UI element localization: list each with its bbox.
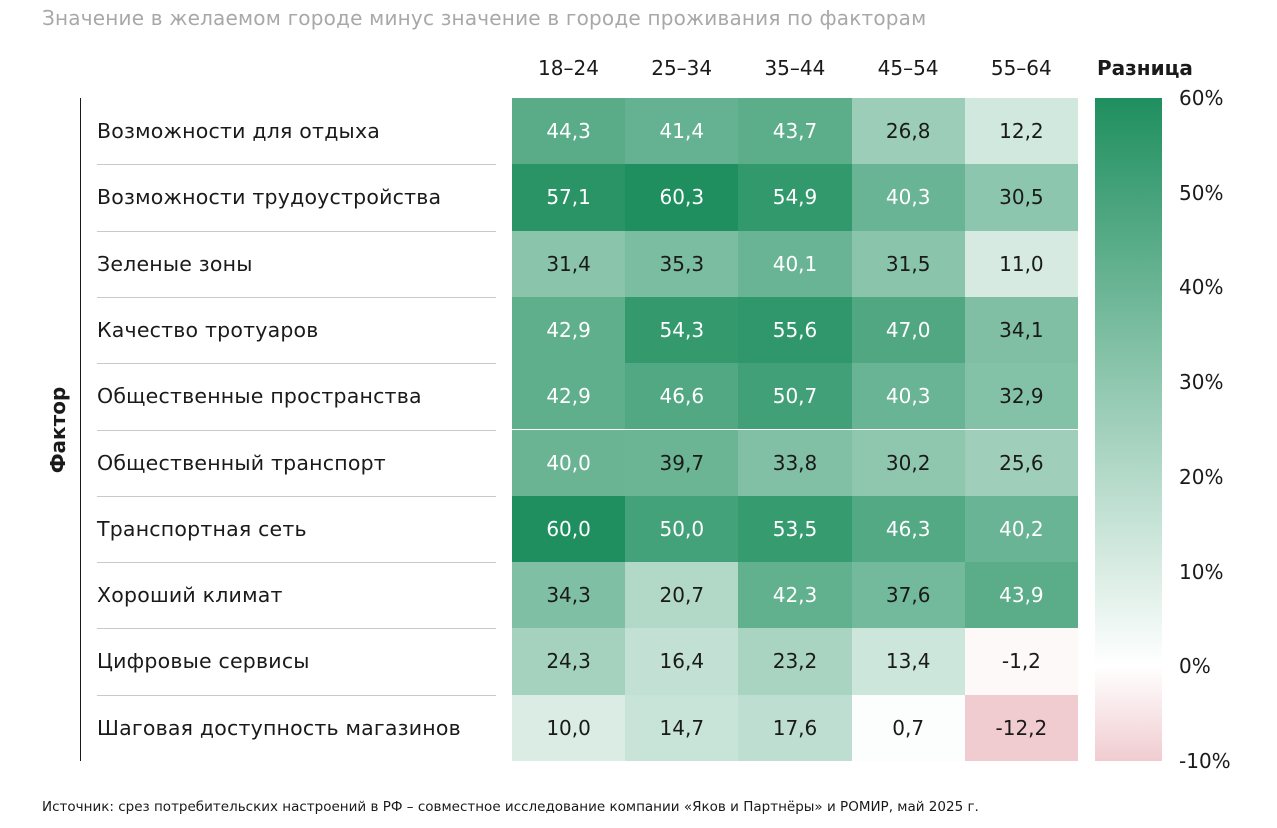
column-header-45–54: 45–54 (877, 56, 939, 80)
row-separator (97, 297, 496, 298)
heatmap-cell: 25,6 (964, 429, 1078, 496)
heatmap-cell: 42,9 (512, 296, 626, 364)
heatmap-cell: 14,7 (625, 694, 739, 761)
heatmap-cell: 42,3 (738, 562, 852, 629)
row-label: Общественные пространства (97, 384, 422, 409)
heatmap-cell: 43,7 (738, 98, 852, 165)
row-label: Возможности трудоустройства (97, 185, 442, 210)
colorbar-tick-label: 30% (1179, 370, 1224, 395)
heatmap-cell: 40,3 (851, 363, 965, 430)
heatmap-cell: 47,0 (851, 296, 965, 364)
colorbar-tick-label: 50% (1179, 180, 1224, 205)
heatmap-cell: 50,0 (625, 495, 739, 563)
row-label: Шаговая доступность магазинов (97, 715, 461, 740)
colorbar-tick-label: 10% (1179, 559, 1224, 584)
heatmap-cell: 46,6 (625, 363, 739, 430)
column-header-18–24: 18–24 (538, 56, 599, 80)
colorbar (1095, 98, 1162, 761)
heatmap-cell: 55,6 (738, 296, 852, 364)
y-axis-label: Фактор (46, 386, 70, 474)
heatmap-cell: 39,7 (625, 429, 739, 496)
heatmap-cell: 53,5 (738, 495, 852, 563)
heatmap-cell: 40,0 (512, 429, 626, 496)
column-header-35–44: 35–44 (764, 56, 826, 80)
row-separator (97, 363, 496, 364)
heatmap-cell: 41,4 (625, 98, 739, 165)
row-label: Зеленые зоны (97, 251, 253, 276)
source-footnote: Источник: срез потребительских настроени… (42, 799, 979, 815)
row-separator (97, 430, 496, 431)
heatmap-cell: 43,9 (964, 562, 1078, 629)
heatmap-cell: 16,4 (625, 628, 739, 695)
colorbar-tick-label: 40% (1179, 275, 1224, 300)
heatmap-cell: 34,3 (512, 562, 626, 629)
y-axis-line (80, 98, 81, 761)
heatmap-cell: 54,3 (625, 296, 739, 364)
heatmap-cell: -12,2 (964, 694, 1078, 761)
row-separator (97, 628, 496, 629)
heatmap-cell: 40,2 (964, 495, 1078, 563)
colorbar-title: Разница (1097, 56, 1193, 80)
heatmap-cell: 23,2 (738, 628, 852, 695)
column-header-25–34: 25–34 (651, 56, 713, 80)
heatmap-cell: 32,9 (964, 363, 1078, 430)
heatmap-cell: 60,0 (512, 495, 626, 563)
heatmap-cell: 40,1 (738, 230, 852, 297)
heatmap-cell: 44,3 (512, 98, 626, 165)
heatmap-cell: 35,3 (625, 230, 739, 297)
heatmap-cell: 17,6 (738, 694, 852, 761)
heatmap-cell: 26,8 (851, 98, 965, 165)
row-label: Хороший климат (97, 583, 283, 608)
chart-title: Значение в желаемом городе минус значени… (42, 6, 927, 30)
heatmap-cell: 20,7 (625, 562, 739, 629)
heatmap-cell: 24,3 (512, 628, 626, 695)
heatmap-cell: 10,0 (512, 694, 626, 761)
column-header-55–64: 55–64 (990, 56, 1052, 80)
heatmap-cell: 11,0 (964, 230, 1078, 297)
heatmap-cell: 50,7 (738, 363, 852, 430)
row-separator (97, 695, 496, 696)
row-label: Качество тротуаров (97, 317, 319, 342)
heatmap-cell: 30,5 (964, 164, 1078, 231)
row-separator (97, 231, 496, 232)
heatmap-cell: 46,3 (851, 495, 965, 563)
heatmap-cell: 31,5 (851, 230, 965, 297)
row-label: Цифровые сервисы (97, 649, 310, 674)
heatmap-cell: 31,4 (512, 230, 626, 297)
heatmap-cell: 57,1 (512, 164, 626, 231)
row-label: Возможности для отдыха (97, 119, 381, 143)
heatmap-cell: 60,3 (625, 164, 739, 231)
heatmap-cell: 42,9 (512, 363, 626, 430)
row-separator (97, 164, 496, 165)
heatmap-cell: 40,3 (851, 164, 965, 231)
heatmap-cell: 30,2 (851, 429, 965, 496)
colorbar-tick-label: 0% (1179, 654, 1211, 679)
heatmap-cell: -1,2 (964, 628, 1078, 695)
row-label: Транспортная сеть (97, 516, 307, 541)
heatmap-cell: 37,6 (851, 562, 965, 629)
colorbar-tick-label: 60% (1179, 86, 1224, 110)
colorbar-tick-label: -10% (1179, 749, 1231, 773)
row-separator (97, 562, 496, 563)
heatmap-cell: 13,4 (851, 628, 965, 695)
colorbar-tick-label: 20% (1179, 464, 1224, 489)
row-separator (97, 496, 496, 497)
heatmap-cell: 12,2 (964, 98, 1078, 165)
heatmap-cell: 33,8 (738, 429, 852, 496)
row-label: Общественный транспорт (97, 450, 386, 475)
heatmap-cell: 54,9 (738, 164, 852, 231)
heatmap-cell: 34,1 (964, 296, 1078, 364)
heatmap-cell: 0,7 (851, 694, 965, 761)
